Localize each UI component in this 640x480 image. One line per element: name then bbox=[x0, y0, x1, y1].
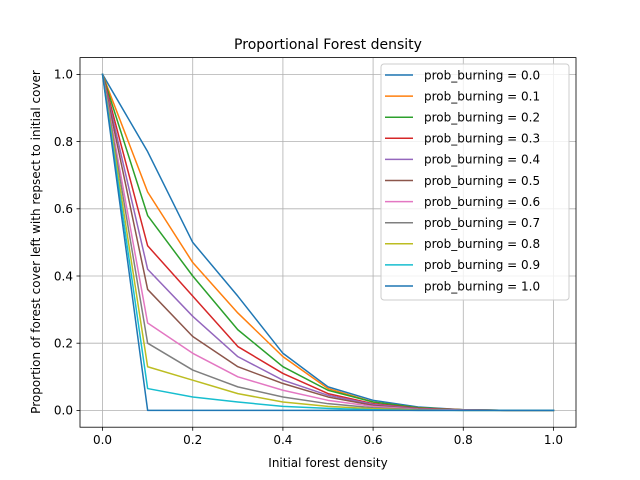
y-tick-label: 1.0 bbox=[54, 68, 73, 82]
axis-ticks: 0.0 0.2 0.4 0.6 0.8 1.0 0.0 0.2 0.4 0.6 0.8 1.0 bbox=[54, 68, 563, 448]
y-axis-label: Proportion of forest cover left with rep… bbox=[29, 70, 43, 414]
series-line-10 bbox=[101, 73, 555, 412]
x-tick-label: 0.2 bbox=[183, 433, 202, 447]
y-tick-label: 0.6 bbox=[54, 202, 73, 216]
legend-label: prob_burning = 0.9 bbox=[424, 258, 540, 272]
legend-items: prob_burning = 0.0 prob_burning = 0.1 prob… bbox=[385, 68, 540, 293]
chart-title: Proportional Forest density bbox=[234, 37, 422, 53]
series-layer bbox=[101, 73, 555, 412]
x-tick-label: 0.8 bbox=[454, 433, 473, 447]
legend-label: prob_burning = 0.2 bbox=[424, 111, 540, 125]
x-tick-label: 1.0 bbox=[544, 433, 563, 447]
y-tick-label: 0.4 bbox=[54, 269, 73, 283]
legend-label: prob_burning = 0.7 bbox=[424, 216, 540, 230]
legend-label: prob_burning = 1.0 bbox=[424, 279, 540, 293]
legend-label: prob_burning = 0.5 bbox=[424, 174, 540, 188]
legend-label: prob_burning = 0.0 bbox=[424, 68, 540, 82]
x-tick-label: 0.0 bbox=[93, 433, 112, 447]
legend: prob_burning = 0.0 prob_burning = 0.1 prob… bbox=[380, 63, 570, 301]
x-axis-label: Initial forest density bbox=[268, 456, 387, 470]
legend-label: prob_burning = 0.4 bbox=[424, 153, 540, 167]
legend-box bbox=[380, 63, 570, 301]
y-tick-label: 0.0 bbox=[54, 404, 73, 418]
legend-label: prob_burning = 0.8 bbox=[424, 237, 540, 251]
x-tick-label: 0.4 bbox=[273, 433, 292, 447]
legend-label: prob_burning = 0.3 bbox=[424, 132, 540, 146]
x-tick-label: 0.6 bbox=[364, 433, 383, 447]
legend-label: prob_burning = 0.1 bbox=[424, 89, 540, 103]
legend-label: prob_burning = 0.6 bbox=[424, 195, 540, 209]
y-tick-label: 0.8 bbox=[54, 135, 73, 149]
y-tick-label: 0.2 bbox=[54, 337, 73, 351]
plot-frame bbox=[79, 57, 577, 428]
